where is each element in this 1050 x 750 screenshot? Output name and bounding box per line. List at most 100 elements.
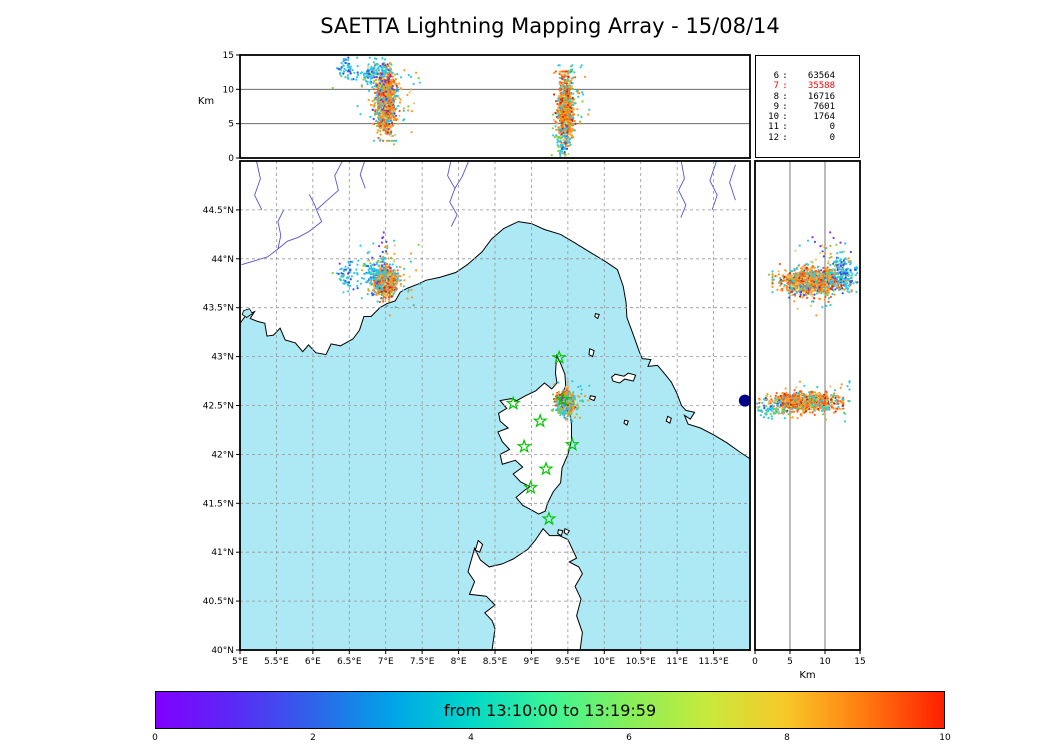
lightning-point (557, 149, 560, 152)
lightning-point (342, 70, 346, 73)
lightning-point (567, 119, 571, 122)
lightning-point (386, 109, 389, 112)
lightning-point (572, 103, 575, 106)
lightning-point (568, 128, 571, 131)
lightning-point (561, 91, 564, 94)
lightning-point (392, 292, 395, 295)
lightning-point (379, 281, 382, 284)
lightning-point (407, 109, 410, 112)
lightning-point (349, 268, 352, 271)
lightning-point (572, 88, 575, 91)
lightning-point (392, 285, 395, 288)
lightning-point (577, 385, 580, 389)
lightning-point (569, 143, 572, 146)
lightning-point (381, 293, 384, 296)
lightning-point (555, 135, 558, 139)
lightning-point (396, 277, 399, 280)
lightning-point (557, 94, 560, 97)
lightning-point (362, 78, 365, 81)
lightning-point (417, 243, 420, 246)
lightning-point (412, 82, 415, 86)
lightning-point (587, 399, 590, 402)
lightning-point (347, 281, 351, 284)
lightning-point (356, 284, 359, 287)
lightning-point (562, 138, 565, 141)
lightning-point (569, 103, 572, 106)
lightning-point (369, 267, 372, 270)
lightning-point (567, 94, 570, 97)
lightning-point (559, 152, 562, 156)
lightning-point (560, 407, 563, 410)
lightning-point (390, 135, 393, 138)
lightning-point (373, 85, 376, 88)
lightning-point (397, 122, 400, 125)
lightning-point (359, 282, 362, 285)
lightning-point (565, 122, 568, 125)
lightning-point (360, 71, 363, 74)
lightning-point (395, 265, 398, 268)
lightning-point (557, 410, 560, 413)
lightning-point (375, 97, 378, 100)
lightning-point (582, 400, 585, 403)
lightning-point (353, 271, 356, 275)
lightning-point (560, 108, 563, 111)
lightning-point (556, 141, 559, 144)
lightning-point (366, 271, 370, 274)
lightning-point (381, 275, 384, 278)
lightning-point (402, 107, 405, 110)
lightning-point (384, 127, 387, 131)
lightning-point (383, 69, 386, 73)
lightning-point (556, 111, 559, 114)
lightning-point (567, 411, 570, 414)
lightning-point (562, 135, 565, 138)
lightning-point (377, 89, 380, 92)
lightning-point (563, 405, 566, 408)
lightning-point (386, 87, 389, 90)
lightning-point (347, 69, 350, 72)
lightning-point (386, 95, 389, 99)
lightning-point (383, 124, 386, 128)
lightning-point (380, 105, 383, 108)
lightning-point (560, 104, 563, 107)
lightning-point (340, 272, 343, 275)
lightning-point (557, 381, 560, 384)
lightning-point (393, 82, 396, 85)
lightning-point (378, 293, 381, 296)
lightning-point (390, 105, 393, 108)
lightning-point (368, 89, 371, 92)
lightning-point (384, 85, 387, 88)
lightning-point (560, 128, 563, 131)
lightning-point (565, 393, 568, 396)
lightning-point (384, 290, 387, 293)
lightning-point (558, 64, 561, 67)
lightning-point (392, 100, 395, 103)
lightning-point (384, 113, 387, 116)
lightning-point (388, 96, 391, 99)
lightning-point (380, 98, 383, 101)
lightning-point (371, 263, 374, 267)
lightning-point (383, 75, 386, 78)
lightning-point (578, 92, 581, 95)
lightning-point (564, 410, 567, 413)
lightning-point (366, 83, 369, 86)
lightning-point (393, 244, 396, 247)
lightning-point (393, 110, 396, 113)
lightning-point (378, 111, 381, 114)
lightning-point (346, 283, 349, 286)
lightning-point (382, 231, 385, 234)
lightning-point (386, 293, 389, 297)
lightning-point (388, 266, 392, 270)
lightning-point (387, 272, 390, 275)
lightning-point (383, 276, 386, 280)
lightning-point (566, 380, 569, 383)
lightning-point (384, 93, 387, 96)
lightning-point (373, 72, 376, 75)
lightning-point (347, 290, 350, 293)
lightning-point (391, 108, 394, 111)
lightning-point (369, 262, 372, 265)
lightning-point (564, 120, 568, 123)
lightning-point (565, 118, 568, 121)
lightning-point (558, 132, 561, 135)
lightning-point (393, 97, 396, 100)
lightning-point (567, 385, 571, 388)
